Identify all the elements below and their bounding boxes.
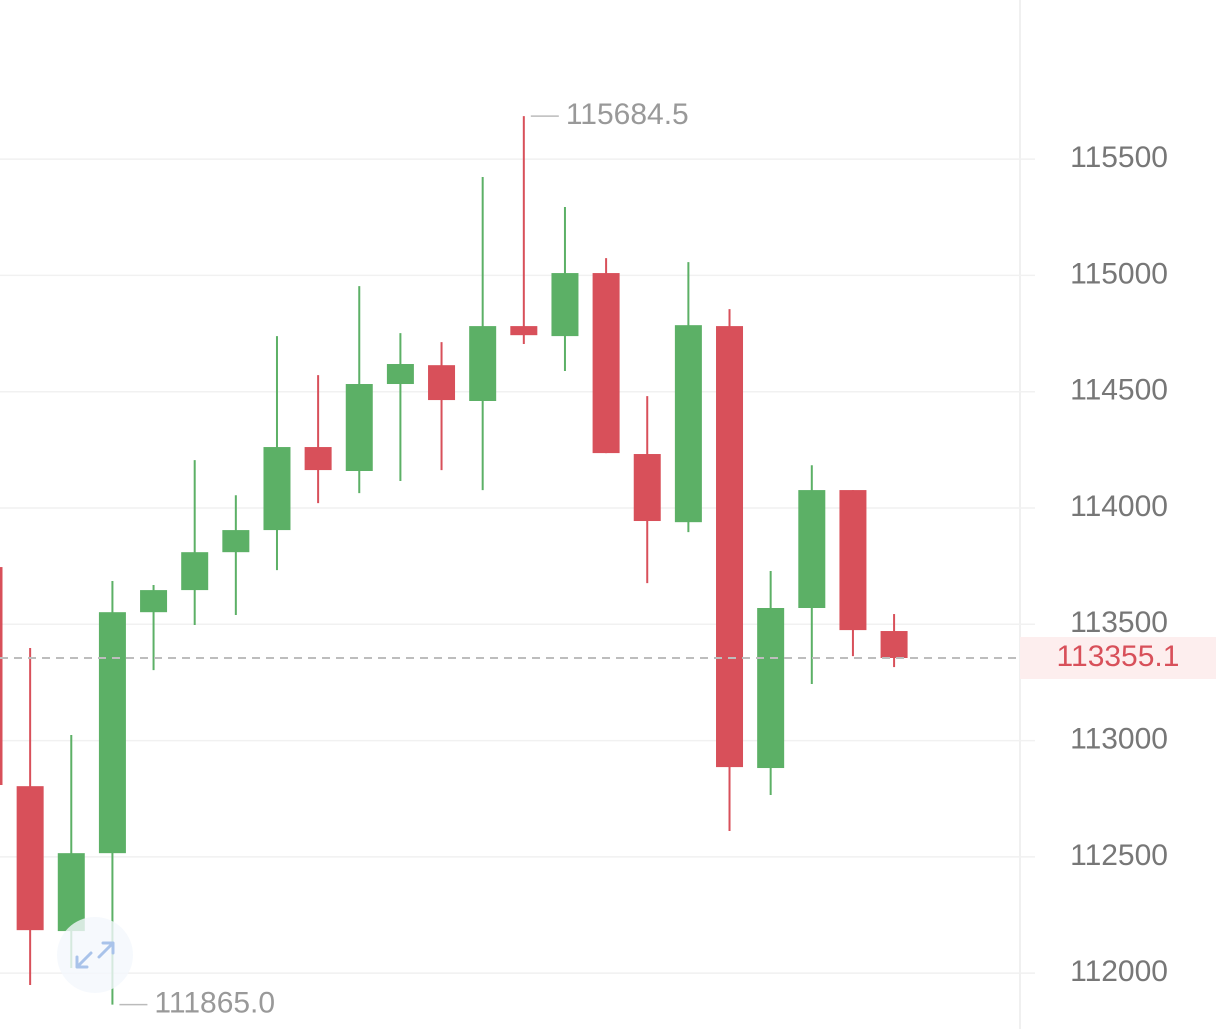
candle-body bbox=[551, 273, 579, 337]
candle-body bbox=[674, 325, 702, 523]
labels: 112000 112500 113000 113500 114000 114500 1150… bbox=[0, 98, 1216, 1019]
y-tick-label: 113000 bbox=[1070, 723, 1168, 756]
y-tick-label: 114500 bbox=[1070, 374, 1168, 407]
candle-body bbox=[222, 530, 250, 553]
grid bbox=[0, 158, 1035, 974]
candle-body bbox=[98, 612, 126, 854]
last-price-label: 113355.1 bbox=[1057, 640, 1180, 673]
candle-body bbox=[140, 590, 168, 613]
y-tick-label: 112500 bbox=[1070, 839, 1168, 872]
candle-body bbox=[57, 853, 85, 932]
candle-body bbox=[880, 631, 908, 658]
candle-body bbox=[469, 326, 497, 401]
candle-body bbox=[716, 326, 744, 768]
y-tick-label: 115000 bbox=[1070, 257, 1168, 290]
y-tick-label: 114000 bbox=[1070, 490, 1168, 523]
last-price-badge bbox=[1020, 636, 1216, 679]
candle-body bbox=[839, 490, 867, 631]
candle-body bbox=[181, 552, 209, 591]
plot-area bbox=[0, 116, 908, 1005]
candle-body bbox=[798, 490, 826, 609]
y-tick-label: 115500 bbox=[1070, 141, 1168, 174]
candle-body bbox=[304, 447, 332, 471]
annotation-label: 111865.0 bbox=[154, 986, 275, 1019]
candle-body bbox=[345, 384, 373, 472]
candle-body bbox=[428, 365, 456, 401]
candle-body bbox=[0, 567, 3, 786]
candle-body bbox=[386, 364, 414, 385]
candle-body bbox=[510, 326, 538, 336]
candle-body bbox=[592, 273, 620, 454]
y-tick-label: 113500 bbox=[1070, 606, 1168, 639]
candle-body bbox=[757, 608, 785, 769]
annotation-label: 115684.5 bbox=[566, 98, 689, 131]
y-tick-label: 112000 bbox=[1070, 955, 1168, 988]
expand-icon[interactable] bbox=[57, 917, 133, 993]
candle-body bbox=[633, 454, 661, 522]
candle-body bbox=[16, 786, 44, 931]
candle-body bbox=[263, 447, 291, 531]
